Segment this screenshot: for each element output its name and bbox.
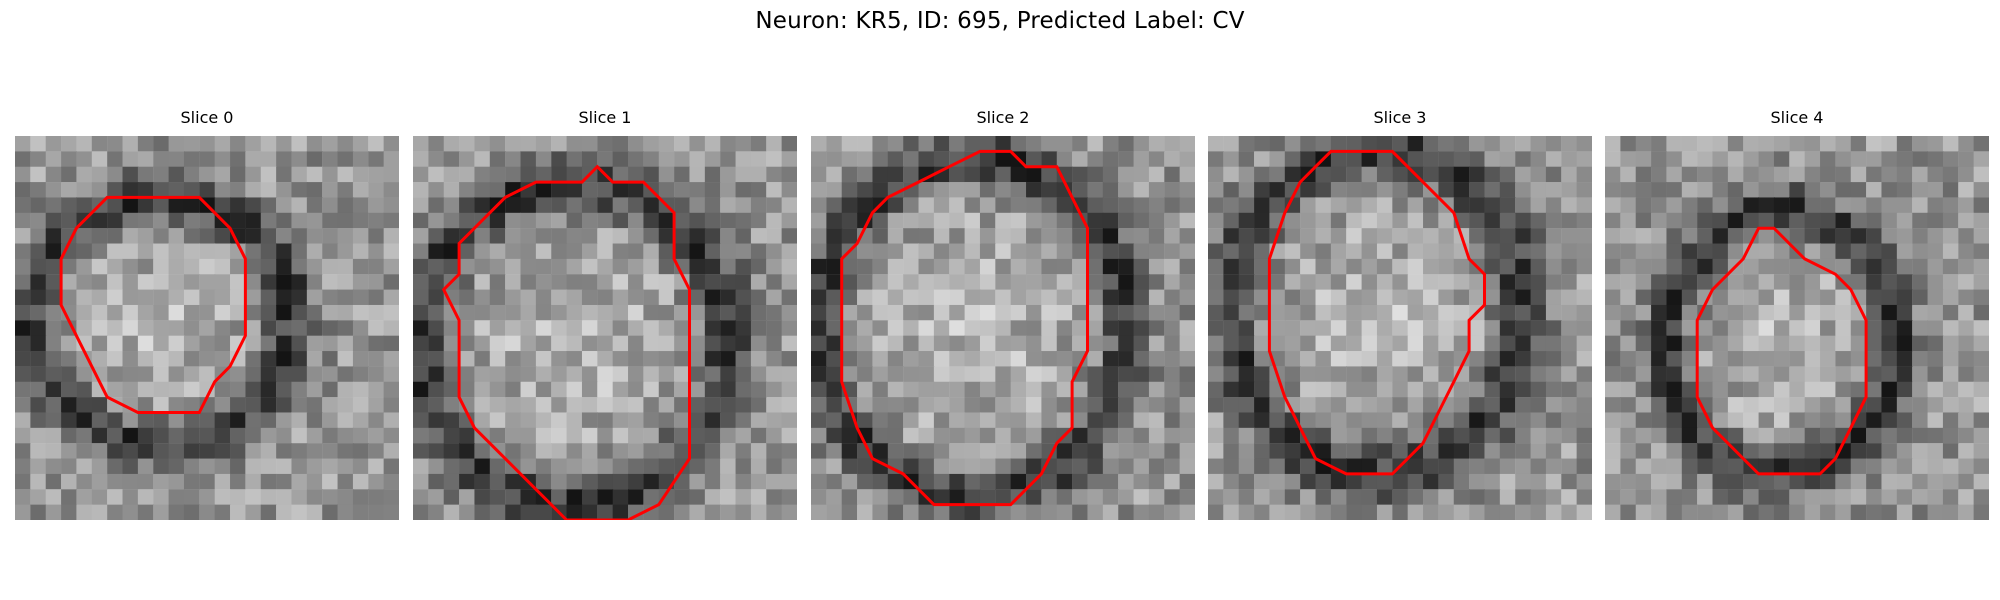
slice-title: Slice 2 bbox=[976, 108, 1030, 127]
roi-contour-overlay bbox=[1695, 226, 1868, 476]
slice-panel-1: Slice 1 bbox=[413, 108, 797, 528]
roi-contour bbox=[840, 149, 1089, 507]
slice-title: Slice 0 bbox=[180, 108, 234, 127]
microscopy-image bbox=[1208, 136, 1592, 520]
roi-contour-overlay bbox=[59, 195, 247, 414]
slice-title: Slice 3 bbox=[1373, 108, 1427, 127]
roi-contour bbox=[59, 195, 247, 414]
slice-panel-2: Slice 2 bbox=[811, 108, 1195, 528]
roi-contour bbox=[1695, 226, 1868, 476]
slice-title: Slice 1 bbox=[578, 108, 632, 127]
roi-contour-overlay bbox=[1267, 149, 1486, 476]
slice-panel-4: Slice 4 bbox=[1605, 108, 1989, 528]
slice-title: Slice 4 bbox=[1770, 108, 1824, 127]
slice-panel-3: Slice 3 bbox=[1208, 108, 1592, 528]
microscopy-image bbox=[413, 136, 797, 520]
slice-panel-0: Slice 0 bbox=[15, 108, 399, 528]
roi-contour bbox=[1267, 149, 1486, 476]
roi-contour bbox=[441, 164, 691, 520]
microscopy-image bbox=[1605, 136, 1989, 520]
microscopy-image bbox=[15, 136, 399, 520]
roi-contour-overlay bbox=[840, 149, 1089, 507]
roi-contour-overlay bbox=[441, 164, 691, 520]
microscopy-image bbox=[811, 136, 1195, 520]
figure-title: Neuron: KR5, ID: 695, Predicted Label: C… bbox=[755, 8, 1245, 34]
